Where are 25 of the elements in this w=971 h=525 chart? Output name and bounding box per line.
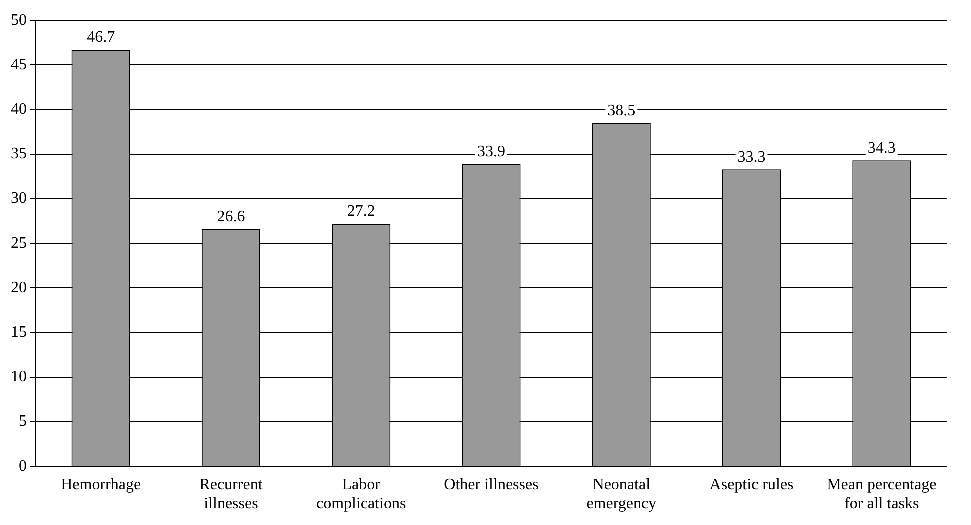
- data-label: 34.3: [868, 140, 896, 157]
- data-label: 26.6: [217, 208, 246, 226]
- y-tick-label: 35: [11, 146, 27, 163]
- x-tick-label: Neonatal emergency: [586, 476, 657, 513]
- y-tick-label: 10: [11, 368, 27, 386]
- data-label: 27.2: [347, 203, 376, 220]
- data-label: 38.5: [608, 102, 636, 120]
- data-label: 46.7: [87, 29, 116, 46]
- y-tick-label: 40: [11, 101, 27, 118]
- x-tick-label: Recurrent illnesses: [200, 476, 264, 513]
- x-tick-label: Other illnesses: [444, 476, 539, 494]
- y-tick-label: 15: [11, 324, 27, 342]
- x-tick-label: Aseptic rules: [710, 476, 794, 494]
- y-tick-label: 0: [19, 458, 27, 475]
- y-tick-label: 25: [11, 234, 27, 252]
- x-tick-label: Mean percentage for all tasks: [827, 476, 937, 513]
- x-tick-label: Hemorrhage: [61, 476, 142, 494]
- x-tick-label: Labor complications: [316, 476, 406, 513]
- y-tick-label: 45: [11, 56, 27, 74]
- data-label: 33.3: [738, 148, 766, 166]
- y-tick-label: 30: [11, 190, 27, 208]
- y-tick-label: 20: [11, 279, 27, 296]
- y-tick-label: 5: [19, 413, 27, 430]
- data-label: 33.9: [478, 143, 506, 160]
- y-tick-label: 50: [11, 12, 27, 29]
